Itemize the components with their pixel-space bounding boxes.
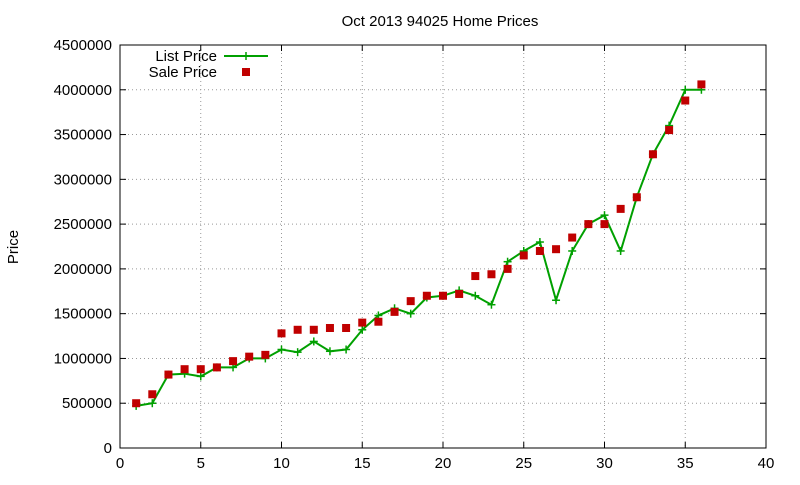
list-price-point — [277, 345, 286, 354]
y-tick-label: 4000000 — [54, 82, 112, 99]
sale-price-point — [342, 323, 351, 332]
legend-marker-list-price — [242, 52, 250, 60]
sale-price-point — [406, 297, 415, 306]
legend-label-list-price: List Price — [155, 48, 217, 65]
sale-price-point — [277, 329, 286, 338]
sale-price-point — [309, 325, 318, 334]
x-tick-label: 15 — [354, 455, 371, 472]
list-price-point — [600, 211, 609, 220]
sale-price-point — [325, 323, 334, 332]
sale-price-point — [487, 270, 496, 279]
list-price-point — [293, 348, 302, 357]
y-axis-label: Price — [5, 230, 22, 264]
sale-price-point — [503, 264, 512, 273]
y-tick-label: 3000000 — [54, 171, 112, 188]
sale-price-point — [471, 272, 480, 281]
list-price-point — [196, 372, 205, 381]
plot-frame — [119, 44, 767, 449]
sale-price-point — [552, 245, 561, 254]
sale-price-point — [648, 150, 657, 159]
sale-price-point — [422, 291, 431, 300]
sale-price-point — [132, 399, 141, 408]
list-price-point — [358, 325, 367, 334]
x-tick-label: 10 — [273, 455, 290, 472]
list-price-point — [681, 85, 690, 94]
list-price-point — [503, 257, 512, 266]
sale-price-point — [164, 370, 173, 379]
x-tick-label: 5 — [197, 455, 205, 472]
sale-price-point — [665, 126, 674, 135]
list-price-point — [325, 347, 334, 356]
sale-price-point — [245, 352, 254, 361]
y-tick-label: 1000000 — [54, 350, 112, 367]
sale-price-point — [455, 289, 464, 298]
series-sale-price — [132, 80, 706, 408]
sale-price-point — [439, 291, 447, 300]
legend-swatch-sale-price — [242, 68, 250, 76]
sale-price-point — [535, 246, 544, 255]
y-tick-label: 2000000 — [54, 261, 112, 278]
sale-price-point — [196, 365, 205, 374]
sale-price-point — [229, 357, 238, 366]
sale-price-point — [390, 307, 399, 316]
sale-price-point — [584, 220, 593, 229]
sale-price-point — [148, 390, 157, 399]
sale-price-point — [681, 96, 690, 105]
list-price-point — [342, 345, 351, 354]
list-price-point — [535, 238, 544, 247]
x-tick-label: 25 — [515, 455, 532, 472]
y-tick-label: 4500000 — [54, 37, 112, 54]
x-tick-label: 30 — [596, 455, 613, 472]
list-price-point — [406, 309, 415, 318]
list-price-point — [487, 300, 496, 309]
y-tick-label: 500000 — [62, 395, 112, 412]
grid — [120, 45, 766, 448]
list-price-point — [471, 291, 480, 300]
y-tick-label: 0 — [104, 440, 112, 457]
series-list-price — [132, 85, 706, 410]
sale-price-point — [600, 220, 609, 229]
sale-price-point — [616, 204, 625, 213]
sale-price-point — [180, 365, 189, 374]
legend-label-sale-price: Sale Price — [149, 64, 217, 81]
axis-ticks: 0 5 10 15 20 25 30 35 40 0 500000 1000000 1500000 200… — [54, 37, 775, 472]
list-price-point — [552, 296, 561, 305]
sale-price-point — [261, 350, 270, 359]
list-price-point — [148, 399, 157, 408]
sale-price-point — [568, 233, 577, 242]
legend: List Price Sale Price — [149, 48, 268, 81]
y-tick-label: 2500000 — [54, 216, 112, 233]
list-price-point — [616, 246, 625, 255]
sale-price-point — [697, 80, 706, 89]
x-tick-label: 0 — [116, 455, 124, 472]
sale-price-point — [374, 317, 383, 326]
sale-price-point — [358, 318, 367, 327]
y-tick-label: 1500000 — [54, 306, 112, 323]
y-tick-label: 3500000 — [54, 127, 112, 144]
list-price-point — [309, 337, 318, 346]
x-tick-label: 20 — [435, 455, 452, 472]
sale-price-point — [519, 251, 528, 260]
sale-price-point — [293, 325, 302, 334]
sale-price-point — [632, 193, 641, 202]
chart-title: Oct 2013 94025 Home Prices — [342, 13, 539, 30]
x-tick-label: 40 — [758, 455, 775, 472]
x-tick-label: 35 — [677, 455, 694, 472]
sale-price-point — [212, 363, 221, 372]
list-price-point — [568, 246, 577, 255]
